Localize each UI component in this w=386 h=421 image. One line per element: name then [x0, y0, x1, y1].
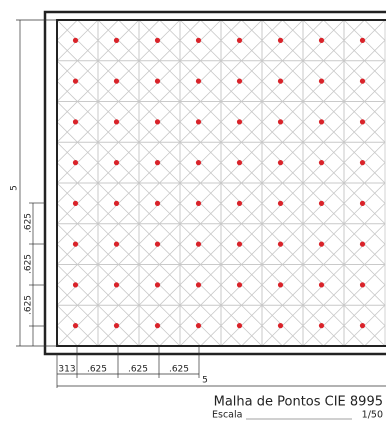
grid-point [359, 282, 366, 288]
grid-point [195, 37, 202, 43]
grid-point [195, 323, 202, 329]
grid-point [195, 241, 202, 247]
scale-label: Escala [212, 410, 242, 421]
grid-point [113, 200, 120, 206]
scale-value: 1/50 [362, 410, 383, 421]
dim-label: .625 [24, 254, 34, 274]
grid-point [359, 37, 366, 43]
grid-point [277, 119, 284, 125]
grid-point [72, 119, 79, 125]
grid-point [195, 119, 202, 125]
grid-point [113, 78, 120, 84]
grid-point [154, 119, 161, 125]
grid-point [318, 241, 325, 247]
grid-point [277, 241, 284, 247]
grid-point [154, 200, 161, 206]
grid-point [318, 200, 325, 206]
grid-point [154, 78, 161, 84]
grid-point [195, 282, 202, 288]
dim-label: 313 [58, 365, 75, 375]
grid-point [72, 160, 79, 166]
grid-point [236, 160, 243, 166]
grid-point [72, 200, 79, 206]
grid-point [277, 282, 284, 288]
grid-point [236, 241, 243, 247]
grid-point [195, 160, 202, 166]
grid-point [195, 78, 202, 84]
grid-point [154, 160, 161, 166]
grid-point [113, 323, 120, 329]
grid-point [113, 119, 120, 125]
grid-point [154, 37, 161, 43]
grid-point [236, 200, 243, 206]
grid-point [359, 323, 366, 329]
inner-border [56, 19, 386, 347]
grid-point [359, 119, 366, 125]
grid-point [236, 119, 243, 125]
grid-point [236, 282, 243, 288]
dim-label: .625 [24, 295, 34, 315]
grid-point [277, 200, 284, 206]
dim-label: .625 [169, 365, 189, 375]
grid-point [72, 37, 79, 43]
dim-label: .625 [128, 365, 148, 375]
grid-point [113, 241, 120, 247]
grid-point [236, 37, 243, 43]
dim-label: .625 [87, 365, 107, 375]
grid-point [359, 241, 366, 247]
grid-point [236, 78, 243, 84]
dim-label: .625 [24, 213, 34, 233]
grid-point [277, 323, 284, 329]
grid-point [359, 160, 366, 166]
grid-point [72, 241, 79, 247]
grid-point [318, 78, 325, 84]
dim-label: 5 [10, 185, 20, 191]
grid-point [318, 282, 325, 288]
grid-point [72, 323, 79, 329]
title: Malha de Pontos CIE 8995 [214, 395, 383, 410]
grid-point [318, 37, 325, 43]
grid-point [113, 160, 120, 166]
outer-border [43, 10, 386, 356]
grid-point [359, 200, 366, 206]
grid [56, 19, 386, 347]
grid-point [154, 241, 161, 247]
grid-point [277, 37, 284, 43]
dim-label: 5 [202, 376, 208, 386]
grid-point [318, 119, 325, 125]
grid-point [154, 282, 161, 288]
grid-point [277, 160, 284, 166]
grid-point [195, 200, 202, 206]
grid-point [113, 37, 120, 43]
grid-point [72, 282, 79, 288]
grid-point [318, 323, 325, 329]
grid-point [236, 323, 243, 329]
grid-point [359, 78, 366, 84]
grid-point [72, 78, 79, 84]
grid-point [277, 78, 284, 84]
grid-point [113, 282, 120, 288]
grid-point [318, 160, 325, 166]
grid-point [154, 323, 161, 329]
